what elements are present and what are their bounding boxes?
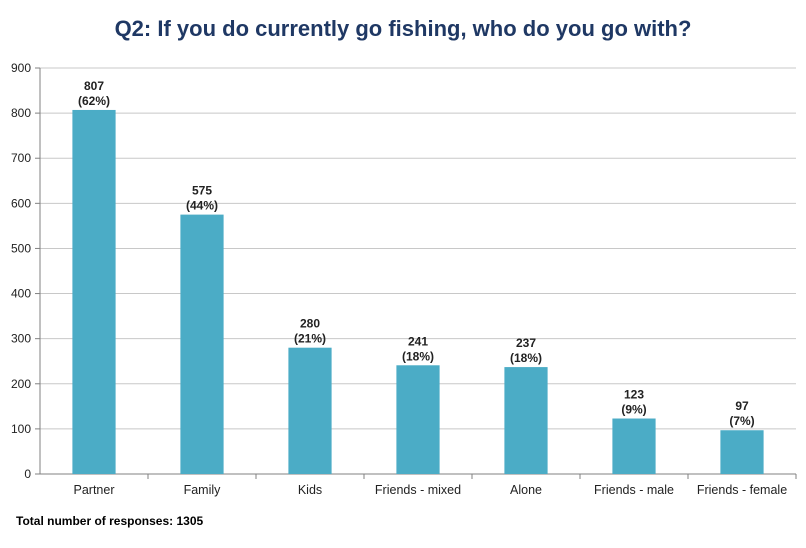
bar-friends-female <box>720 430 764 474</box>
data-label-value: 575 <box>192 184 212 198</box>
data-labels: 807(62%)575(44%)280(21%) 241(18%)237(18%)… <box>78 79 755 428</box>
data-label-percent: (62%) <box>78 94 110 108</box>
bar-partner <box>72 109 116 474</box>
data-label-percent: (9%) <box>621 403 646 417</box>
data-label-percent: (18%) <box>510 351 542 365</box>
y-tick-label: 0 <box>24 467 31 481</box>
y-tick-label: 500 <box>11 241 31 255</box>
y-tick-label: 300 <box>11 332 31 346</box>
data-label-percent: (18%) <box>402 349 434 363</box>
data-label-value: 237 <box>516 336 536 350</box>
y-axis-ticks: 0 100 200 300 400 500 600 700 800 900 <box>11 61 40 481</box>
bar-alone <box>504 367 548 474</box>
y-tick-label: 900 <box>11 61 31 75</box>
y-tick-label: 100 <box>11 422 31 436</box>
y-tick-label: 800 <box>11 106 31 120</box>
data-label-value: 97 <box>735 399 749 413</box>
y-tick-label: 200 <box>11 377 31 391</box>
bar-kids <box>288 347 332 474</box>
data-label-value: 280 <box>300 317 320 331</box>
x-axis-categories: Partner Family Kids Friends - mixed Alone Fri… <box>74 483 788 497</box>
data-label-percent: (7%) <box>729 414 754 428</box>
x-category-label: Kids <box>298 483 322 497</box>
bar-friends-mixed <box>396 365 440 474</box>
data-label-percent: (44%) <box>186 199 218 213</box>
data-label-percent: (21%) <box>294 332 326 346</box>
y-tick-label: 600 <box>11 196 31 210</box>
data-label-value: 123 <box>624 388 644 402</box>
x-category-label: Alone <box>510 483 542 497</box>
x-category-label: Partner <box>74 483 115 497</box>
chart-title: Q2: If you do currently go fishing, who … <box>114 16 692 41</box>
x-category-label: Friends - male <box>594 483 674 497</box>
x-category-label: Family <box>184 483 222 497</box>
total-responses-note: Total number of responses: 1305 <box>16 514 204 528</box>
bars <box>72 109 764 474</box>
data-label-value: 241 <box>408 334 428 348</box>
x-category-label: Friends - mixed <box>375 483 461 497</box>
data-label-value: 807 <box>84 79 104 93</box>
y-tick-label: 700 <box>11 151 31 165</box>
bar-family <box>180 214 224 474</box>
x-category-label: Friends - female <box>697 483 787 497</box>
bar-friends-male <box>612 418 656 474</box>
y-tick-label: 400 <box>11 287 31 301</box>
